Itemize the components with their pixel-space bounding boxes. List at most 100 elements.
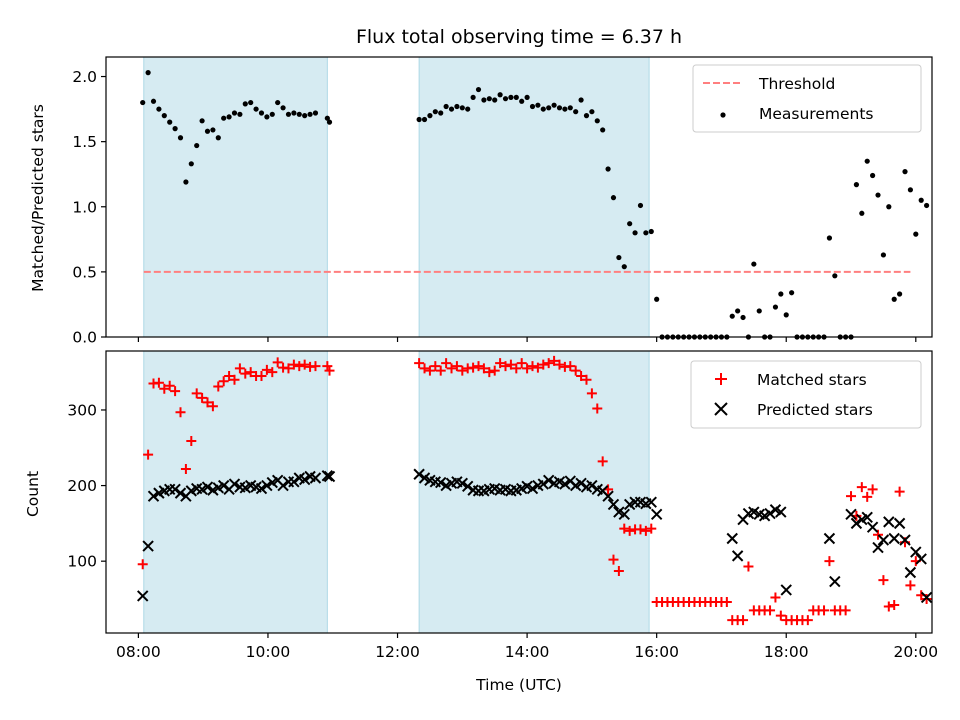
legend-label: Matched stars xyxy=(757,371,867,389)
data-point xyxy=(175,407,186,418)
data-point xyxy=(186,435,197,446)
data-point xyxy=(419,363,430,374)
data-point xyxy=(543,358,554,369)
data-point xyxy=(648,228,654,235)
data-point xyxy=(142,540,154,552)
data-point xyxy=(326,119,333,125)
data-point xyxy=(915,553,927,565)
data-point xyxy=(772,304,779,310)
x-tick-label: 08:00 xyxy=(116,643,161,661)
data-point xyxy=(883,516,895,528)
data-point xyxy=(438,110,444,116)
data-point xyxy=(261,479,273,492)
data-point xyxy=(174,487,187,499)
data-point xyxy=(253,106,259,112)
data-point xyxy=(586,479,598,492)
data-point xyxy=(288,359,299,370)
data-point xyxy=(280,105,286,111)
data-point xyxy=(573,109,579,115)
data-point xyxy=(627,221,633,227)
data-point xyxy=(486,96,492,102)
y-tick-label: 1.5 xyxy=(72,133,97,151)
data-point xyxy=(853,182,860,188)
data-point xyxy=(156,106,162,112)
legend-marker xyxy=(720,112,726,118)
y-tick-label: 2.0 xyxy=(72,68,97,86)
data-point xyxy=(619,523,630,534)
data-point xyxy=(600,127,606,133)
top-plot: 0.0 0.5 1.0 1.5 2.0 Threshold Measurements xyxy=(72,56,933,347)
data-point xyxy=(194,142,200,149)
top-ylabel: Matched/Predicted stars xyxy=(29,104,47,292)
legend: Matched stars Predicted stars xyxy=(690,360,922,429)
bottom-xlabel: Time (UTC) xyxy=(475,676,562,694)
data-point xyxy=(502,96,509,102)
data-point xyxy=(735,308,741,314)
data-point xyxy=(478,363,489,374)
legend-marker xyxy=(715,373,727,385)
y-tick-label: 0.5 xyxy=(72,263,97,281)
data-point xyxy=(907,187,914,193)
shaded-interval-0 xyxy=(143,56,328,338)
data-point xyxy=(302,113,308,119)
data-point xyxy=(826,235,833,241)
data-point xyxy=(283,363,294,374)
shaded-interval-1 xyxy=(418,56,650,338)
data-point xyxy=(269,111,275,117)
data-point xyxy=(522,363,533,374)
y-tick-label: 0.0 xyxy=(72,329,97,347)
data-point xyxy=(505,359,516,370)
data-point xyxy=(899,534,911,546)
data-point xyxy=(875,192,881,198)
data-point xyxy=(201,481,214,493)
y-tick-label: 300 xyxy=(67,401,97,419)
data-point xyxy=(489,365,500,376)
data-point xyxy=(529,103,536,110)
data-point xyxy=(819,605,830,616)
data-point xyxy=(527,361,538,372)
data-point xyxy=(905,580,916,591)
data-point xyxy=(645,496,657,508)
axes-frame xyxy=(105,56,933,338)
data-point xyxy=(586,388,597,399)
data-point xyxy=(554,359,565,370)
y-tick-label: 200 xyxy=(67,477,97,495)
series-measurements xyxy=(140,70,930,340)
data-point xyxy=(424,365,435,376)
legend-box xyxy=(692,64,922,133)
data-point xyxy=(228,478,241,490)
data-point xyxy=(323,470,336,483)
data-point xyxy=(215,135,221,141)
data-point xyxy=(846,491,857,502)
legend-label: Predicted stars xyxy=(757,401,873,419)
data-point xyxy=(457,365,468,376)
data-point xyxy=(764,507,776,520)
data-point xyxy=(237,111,243,117)
bottom-ylabel: Count xyxy=(24,471,42,517)
data-point xyxy=(878,575,889,586)
data-point xyxy=(872,541,884,554)
data-point xyxy=(867,484,878,495)
data-point xyxy=(245,367,256,378)
data-point xyxy=(632,230,638,236)
data-point xyxy=(180,463,191,474)
data-point xyxy=(893,517,906,530)
data-point xyxy=(459,105,465,111)
data-point xyxy=(856,482,867,493)
data-point xyxy=(731,550,744,562)
legend-marker xyxy=(714,402,728,416)
data-point xyxy=(567,105,573,111)
data-point xyxy=(231,110,238,116)
data-point xyxy=(322,361,333,372)
data-point xyxy=(581,374,592,385)
data-point xyxy=(172,126,178,132)
data-point xyxy=(202,397,213,408)
data-point xyxy=(255,482,268,495)
data-point xyxy=(726,532,738,545)
data-point xyxy=(291,110,297,116)
data-point xyxy=(721,597,732,608)
data-point xyxy=(565,361,576,372)
data-point xyxy=(540,106,546,112)
data-point xyxy=(234,363,245,374)
